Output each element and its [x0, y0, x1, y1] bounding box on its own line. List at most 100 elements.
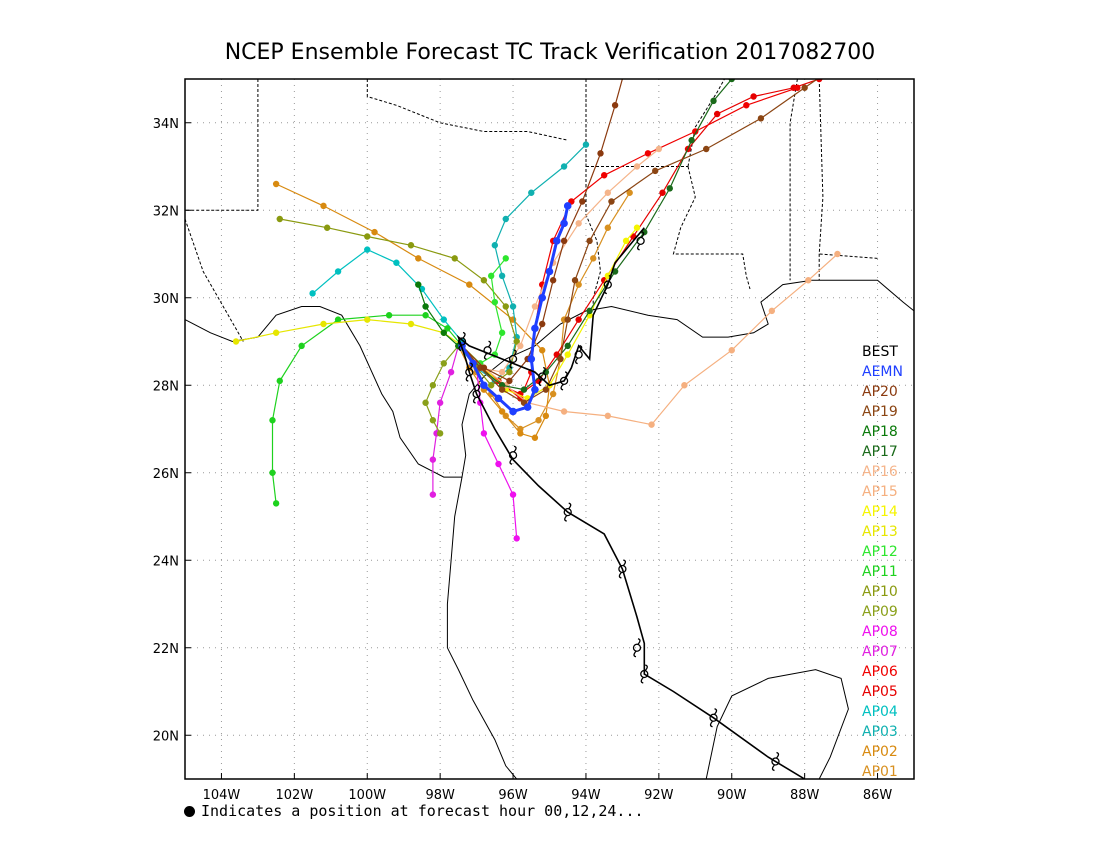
track-point — [681, 382, 688, 389]
track-line — [461, 227, 638, 400]
track-point — [487, 382, 495, 389]
track-point — [385, 312, 393, 319]
hurricane-symbol-icon — [632, 638, 642, 658]
legend-item-ap07: AP07 — [862, 644, 898, 660]
track-point — [571, 277, 579, 284]
track-point — [415, 281, 422, 288]
track-point — [447, 368, 455, 376]
hurricane-symbol-icon — [640, 664, 649, 684]
track-point — [611, 102, 619, 109]
track-point — [834, 250, 841, 258]
track-point — [531, 324, 539, 333]
track-point — [579, 198, 586, 205]
hurricane-symbol-icon — [472, 384, 481, 404]
best-track-line — [456, 227, 806, 779]
legend-item-ap02: AP02 — [862, 744, 898, 760]
track-point — [575, 316, 582, 323]
track-point — [498, 386, 506, 393]
hurricane-symbol-icon — [563, 502, 572, 522]
track-line — [432, 345, 459, 495]
footnote: Indicates a position at forecast hour 00… — [184, 802, 644, 820]
yucatan-coast — [705, 669, 849, 779]
hurricane-symbol-icon — [508, 445, 518, 465]
track-point — [232, 338, 240, 345]
y-tick-label: 24N — [153, 554, 179, 569]
track-point — [429, 417, 437, 424]
hurricane-symbol-icon — [709, 708, 718, 728]
track-point — [586, 307, 593, 315]
track-point — [563, 202, 572, 210]
track-point — [560, 219, 568, 228]
track-point — [393, 259, 400, 266]
track-line — [279, 218, 518, 387]
track-point — [633, 224, 641, 231]
track-point — [545, 267, 554, 276]
track-point — [269, 469, 276, 476]
hurricane-symbol-icon — [483, 340, 492, 360]
track-point — [622, 237, 630, 245]
track-point — [272, 180, 280, 188]
footnote-text: Indicates a position at forecast hour 00… — [201, 802, 644, 820]
track-point — [495, 460, 502, 468]
hurricane-symbol-icon — [508, 349, 518, 369]
track-point — [805, 277, 812, 284]
track-point — [604, 224, 612, 231]
state-boundary — [789, 79, 798, 281]
legend-item-ap19: AP19 — [862, 404, 898, 420]
hurricane-symbol-icon — [538, 366, 547, 387]
track-point — [502, 255, 509, 262]
track-point — [633, 163, 641, 170]
state-boundary — [185, 218, 244, 342]
track-point — [564, 342, 571, 350]
hurricane-symbol-icon — [636, 231, 645, 251]
track-point — [520, 386, 528, 393]
track-point — [298, 342, 305, 350]
track-point — [549, 277, 557, 284]
track-point — [498, 329, 506, 336]
track-point — [549, 390, 557, 398]
state-boundary — [366, 79, 568, 141]
track-point — [509, 303, 517, 310]
legend-item-best: BEST — [862, 344, 898, 360]
track-point — [710, 97, 717, 105]
track-point — [436, 399, 444, 406]
legend-item-ap10: AP10 — [862, 584, 898, 600]
track-point — [429, 456, 437, 463]
legend-item-ap18: AP18 — [862, 424, 898, 440]
boundary-lines — [185, 79, 914, 779]
track-point — [623, 63, 629, 69]
track-point — [531, 434, 539, 441]
track-point — [827, 67, 833, 73]
track-point — [517, 342, 524, 350]
track-point — [531, 303, 539, 310]
track-point — [655, 145, 663, 153]
state-boundary — [818, 79, 824, 281]
track-point — [597, 150, 604, 157]
x-tick-label: 98W — [425, 788, 455, 803]
track-point — [608, 198, 615, 205]
track-point — [509, 407, 517, 416]
hurricane-symbol-icon — [465, 362, 474, 382]
track-line — [417, 284, 459, 347]
hurricane-symbol-icon — [771, 751, 780, 772]
hurricane-symbol-icon — [603, 274, 612, 295]
x-tick-label: 88W — [790, 788, 820, 803]
track-point — [272, 329, 280, 336]
x-tick-label: 102W — [276, 788, 314, 803]
track-point — [517, 430, 524, 437]
legend-item-ap12: AP12 — [862, 544, 898, 560]
track-point — [552, 237, 561, 245]
track-point — [429, 491, 437, 498]
track-point — [652, 167, 659, 175]
track-point — [560, 237, 568, 245]
y-tick-label: 26N — [153, 467, 179, 482]
plot-frame — [184, 78, 915, 780]
y-tick-label: 22N — [153, 642, 179, 657]
legend-item-ap04: AP04 — [862, 704, 898, 720]
track-point — [407, 242, 415, 249]
track-point — [491, 298, 499, 306]
track-point — [713, 110, 721, 118]
legend: BEST AEMN AP20 AP19 AP18 AP17 AP16 AP15 AP14 AP13… — [862, 342, 903, 782]
track-point — [498, 368, 506, 376]
